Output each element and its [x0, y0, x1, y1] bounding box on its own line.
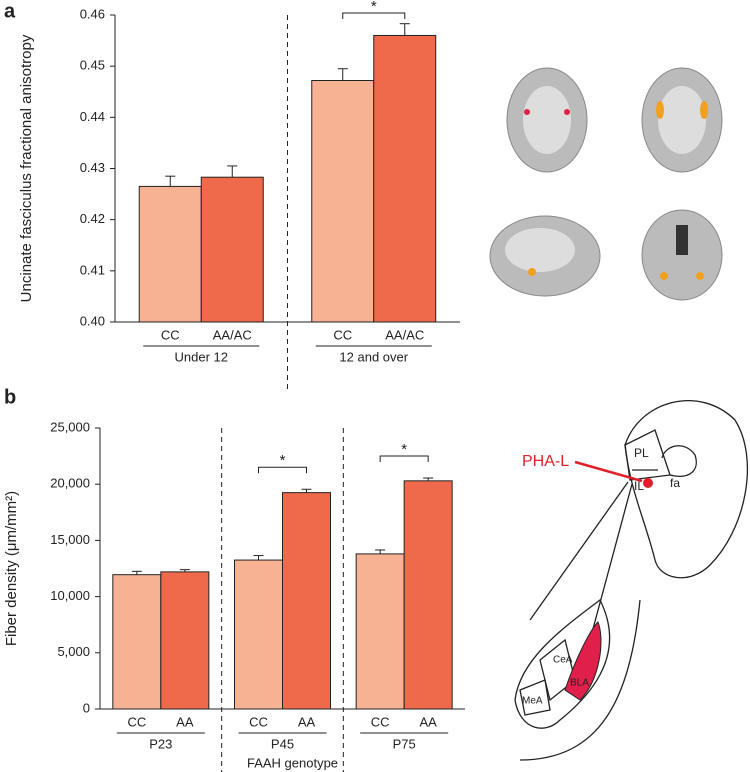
x-tick-label: CC [333, 327, 352, 342]
y-tick-label: 0.44 [80, 109, 105, 124]
y-tick-label: 0.41 [80, 262, 105, 277]
bar [200, 176, 264, 323]
x-tick-label: AA/AC [385, 327, 424, 342]
y-tick-label: 5,000 [57, 644, 90, 659]
group-label: 12 and over [339, 349, 408, 364]
y-tick-label: 10,000 [50, 588, 90, 603]
significance-mark: * [401, 441, 407, 458]
bar [112, 574, 162, 710]
y-tick-label: 0.45 [80, 58, 105, 73]
bar [160, 571, 210, 710]
panel-label: a [4, 0, 16, 22]
bar [403, 480, 453, 710]
x-axis-label: FAAH genotype [247, 755, 338, 770]
y-tick-label: 0.42 [80, 211, 105, 226]
injection-site [643, 478, 653, 488]
injection-label: PHA-L [522, 453, 569, 470]
x-tick-label: AA [419, 714, 437, 729]
bar [373, 34, 437, 323]
significance-bracket [258, 466, 307, 474]
brain-diagram [514, 400, 748, 761]
region-label: fa [670, 476, 680, 490]
significance-bracket [342, 12, 406, 19]
significance-mark: * [371, 0, 377, 15]
region-label: BLA [570, 678, 589, 689]
group-label: Under 12 [175, 349, 228, 364]
y-axis-label: Fiber density (μm/mm²) [3, 491, 20, 646]
y-tick-label: 0.40 [80, 313, 105, 328]
region-label: MeA [522, 696, 543, 707]
x-tick-label: AA/AC [213, 327, 252, 342]
region-label: PL [634, 446, 649, 460]
y-tick-label: 0.46 [80, 6, 105, 21]
y-axis-label: Uncinate fasciculus fractional anisotrop… [18, 34, 35, 302]
group-label: P45 [271, 736, 294, 751]
x-tick-label: AA [176, 714, 194, 729]
bla-region [564, 621, 602, 701]
bar [138, 185, 202, 323]
y-tick-label: 15,000 [50, 532, 90, 547]
panel-label: b [4, 386, 16, 408]
significance-mark: * [280, 452, 286, 469]
y-tick-label: 0.43 [80, 160, 105, 175]
group-label: P23 [149, 736, 172, 751]
bar [282, 492, 331, 710]
x-tick-label: CC [161, 327, 180, 342]
brain-images [489, 67, 723, 301]
region-label: IL [634, 479, 644, 493]
x-tick-label: CC [371, 714, 390, 729]
bar [311, 79, 375, 323]
x-tick-label: CC [249, 714, 268, 729]
y-tick-label: 0 [83, 700, 90, 715]
bar [234, 559, 283, 710]
group-label: P75 [393, 736, 416, 751]
significance-bracket [379, 455, 429, 463]
y-tick-label: 25,000 [50, 419, 90, 434]
x-tick-label: CC [127, 714, 146, 729]
x-tick-label: AA [298, 714, 316, 729]
y-tick-label: 20,000 [50, 476, 90, 491]
region-label: CeA [553, 655, 573, 666]
bar [355, 553, 405, 710]
injection-arrow [574, 460, 643, 483]
